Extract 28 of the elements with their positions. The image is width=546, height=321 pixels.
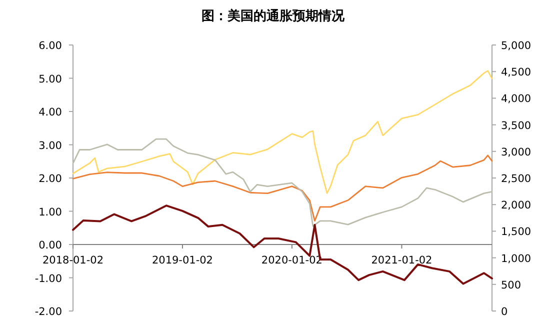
x-tick-label: 2021-01-02 [371,254,432,266]
chart-title: 图：美国的通胀预期情况 [202,8,346,24]
y-tick-label: 6.00 [38,40,62,52]
y2-tick-label: 1,500 [501,226,532,238]
line-series [72,70,493,194]
y2-tick-label: 3,000 [501,146,532,158]
y-tick-label: -2.00 [34,306,62,318]
x-tick-label: 2020-01-02 [261,254,322,266]
y-tick-label: 2.00 [38,173,62,185]
y-tick-label: 1.00 [38,206,62,218]
x-tick-label: 2019-01-02 [152,254,213,266]
y-tick-label: 4.00 [38,106,62,118]
y-tick-label: -1.00 [34,272,62,285]
y2-tick-label: 5,000 [501,40,532,52]
y2-tick-label: 4,500 [501,66,532,79]
line-series [72,154,493,222]
y2-tick-label: 500 [501,279,522,292]
y2-tick-label: 1,000 [501,252,532,265]
y2-tick-label: 2,500 [501,173,532,185]
y-tick-label: 0.00 [38,240,62,252]
x-tick-label: 2018-01-02 [42,254,104,266]
line-series [72,138,493,227]
y-tick-label: 5.00 [38,73,62,86]
y2-tick-label: 2,000 [501,200,532,212]
y2-tick-label: 4,000 [501,93,532,106]
y-tick-label: 3.00 [38,140,62,152]
y2-tick-label: 3,500 [501,120,532,132]
y2-tick-label: 0 [501,306,508,318]
